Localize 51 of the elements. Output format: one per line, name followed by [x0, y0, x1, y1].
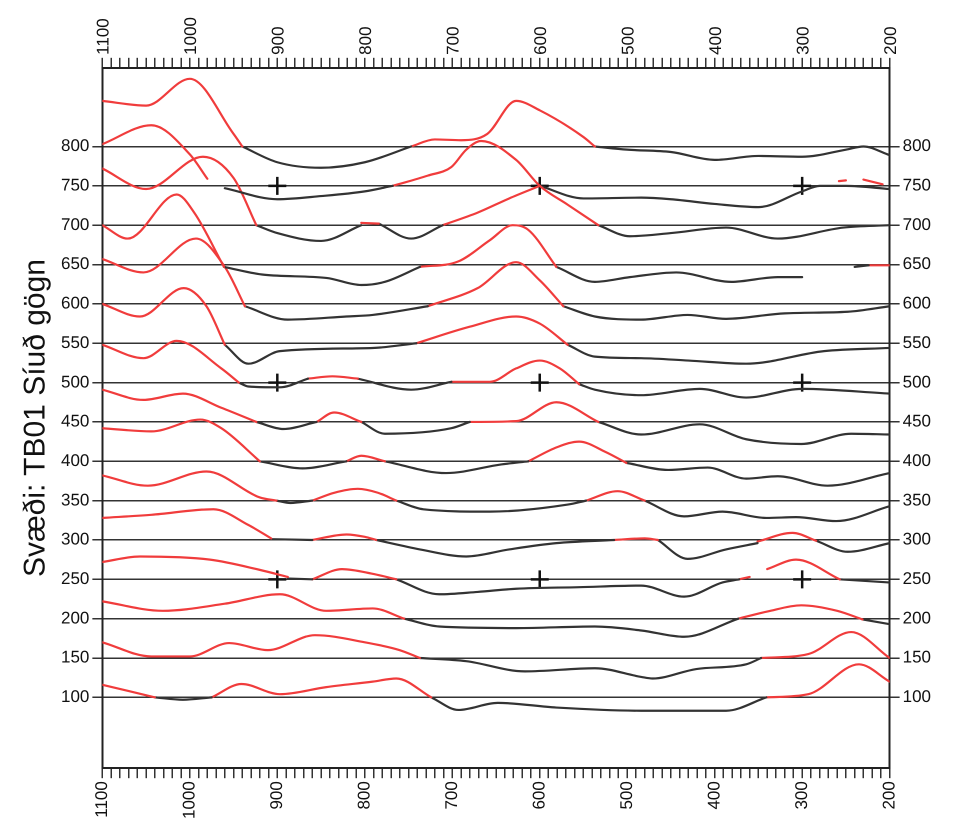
y-tick-label: 750 — [60, 176, 90, 195]
x-tick-label: 400 — [706, 26, 725, 55]
y2-tick-label: 300 — [902, 530, 932, 549]
y2-tick-label: 550 — [902, 332, 932, 352]
y-axis-title: Svæði: TB01 Síuð gögn — [18, 259, 52, 577]
y-tick-label: 400 — [60, 450, 90, 470]
x2-tick-label: 700 — [442, 781, 461, 810]
x-tick-label: 300 — [793, 26, 812, 55]
y-tick-label: 700 — [60, 214, 90, 234]
x2-tick-label: 800 — [354, 781, 374, 810]
y2-tick-label: 800 — [902, 136, 932, 156]
y-tick-label: 100 — [60, 687, 90, 706]
y2-tick-label: 100 — [902, 687, 932, 706]
x-tick-label: 700 — [444, 26, 463, 55]
x-tick-label: 600 — [531, 26, 550, 55]
y2-tick-label: 600 — [902, 294, 932, 313]
x-tick-label: 1100 — [94, 18, 113, 55]
x2-tick-label: 900 — [267, 781, 286, 810]
y2-tick-label: 350 — [902, 490, 932, 510]
y-tick-label: 300 — [60, 530, 90, 549]
y2-tick-label: 400 — [902, 450, 932, 470]
y-tick-label: 450 — [60, 412, 90, 431]
x-tick-label: 800 — [356, 26, 376, 55]
y-tick-label: 550 — [60, 332, 90, 352]
y-tick-label: 800 — [60, 136, 90, 156]
y2-tick-label: 200 — [902, 608, 932, 628]
y-tick-label: 150 — [60, 648, 90, 667]
y-tick-label: 250 — [60, 569, 90, 588]
x2-tick-label: 1000 — [180, 781, 199, 820]
x2-tick-label: 600 — [529, 781, 548, 810]
y2-tick-label: 450 — [902, 412, 932, 431]
y-tick-label: 500 — [60, 372, 90, 392]
y2-tick-label: 500 — [902, 372, 932, 392]
x-tick-label: 200 — [880, 26, 900, 55]
y2-tick-label: 700 — [902, 214, 932, 234]
x-tick-label: 900 — [268, 26, 288, 55]
x-tick-label: 1000 — [181, 16, 200, 55]
x2-tick-label: 300 — [792, 781, 811, 810]
y2-tick-label: 150 — [902, 648, 932, 667]
y2-tick-label: 750 — [902, 176, 932, 195]
y-tick-label: 650 — [60, 254, 90, 274]
x2-tick-label: 1100 — [92, 781, 112, 818]
y-tick-label: 200 — [60, 608, 90, 628]
y2-tick-label: 250 — [902, 569, 932, 588]
y2-tick-label: 650 — [902, 254, 932, 274]
x-tick-label: 500 — [618, 26, 638, 55]
y-tick-label: 350 — [60, 490, 90, 510]
y-tick-label: 600 — [60, 294, 90, 313]
x2-tick-label: 500 — [616, 781, 636, 810]
x2-tick-label: 200 — [879, 781, 898, 810]
x2-tick-label: 400 — [704, 781, 724, 810]
